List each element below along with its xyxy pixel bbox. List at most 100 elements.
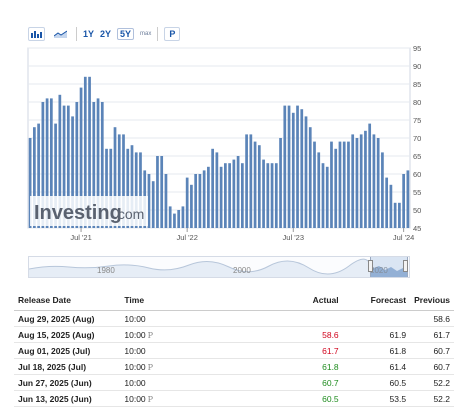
bar[interactable] — [262, 159, 265, 228]
bar[interactable] — [249, 134, 253, 228]
bar[interactable] — [100, 102, 104, 228]
navigator-right-handle[interactable] — [403, 260, 408, 272]
bar[interactable] — [168, 206, 172, 228]
bar[interactable] — [54, 123, 57, 228]
preliminary-toggle-button[interactable]: P — [164, 27, 181, 41]
bar[interactable] — [45, 98, 49, 229]
bar[interactable] — [376, 138, 380, 228]
bar[interactable] — [283, 105, 287, 228]
bar[interactable] — [296, 105, 299, 228]
bar[interactable] — [406, 170, 410, 228]
bar[interactable] — [313, 141, 316, 228]
bar[interactable] — [351, 134, 355, 228]
bar[interactable] — [245, 134, 248, 228]
bar[interactable] — [49, 98, 53, 229]
bar[interactable] — [402, 174, 405, 228]
bar[interactable] — [41, 102, 45, 228]
bar[interactable] — [347, 141, 350, 228]
bar[interactable] — [291, 112, 295, 228]
bar[interactable] — [33, 127, 36, 228]
bar[interactable] — [156, 156, 159, 228]
bar[interactable] — [181, 206, 185, 228]
bar[interactable] — [325, 166, 329, 228]
bar[interactable] — [364, 130, 367, 228]
bar[interactable] — [338, 141, 342, 228]
bar[interactable] — [58, 94, 62, 228]
bar[interactable] — [160, 156, 164, 228]
bar[interactable] — [66, 105, 70, 228]
bar[interactable] — [330, 141, 333, 228]
bar[interactable] — [355, 138, 359, 228]
bar[interactable] — [130, 145, 134, 228]
bar-chart-icon[interactable] — [28, 27, 45, 41]
bar[interactable] — [79, 87, 83, 228]
bar[interactable] — [113, 127, 117, 228]
bar[interactable] — [109, 148, 113, 228]
bar[interactable] — [185, 177, 189, 228]
area-chart-icon[interactable] — [51, 27, 70, 41]
bar[interactable] — [236, 156, 240, 228]
bar[interactable] — [139, 152, 142, 228]
bar[interactable] — [75, 102, 79, 228]
bar[interactable] — [198, 174, 202, 228]
previous-cell: 60.7 — [410, 358, 454, 375]
bar[interactable] — [88, 76, 91, 228]
bar[interactable] — [28, 138, 32, 228]
bar[interactable] — [300, 109, 304, 228]
bar[interactable] — [398, 202, 401, 228]
bar[interactable] — [37, 123, 40, 228]
bar[interactable] — [359, 134, 363, 228]
range-5y-button[interactable]: 5Y — [117, 28, 135, 40]
bar[interactable] — [207, 166, 210, 228]
bar[interactable] — [253, 141, 257, 228]
bar[interactable] — [381, 152, 384, 228]
bar[interactable] — [342, 141, 346, 228]
range-2y-button[interactable]: 2Y — [100, 29, 112, 39]
bar[interactable] — [219, 166, 223, 228]
chart-navigator[interactable]: 1980 2000 2020 — [28, 256, 410, 278]
bar[interactable] — [228, 163, 231, 228]
bar[interactable] — [211, 148, 214, 228]
bar[interactable] — [126, 148, 130, 228]
bar[interactable] — [279, 138, 282, 228]
bar[interactable] — [368, 123, 372, 228]
bar[interactable] — [385, 177, 389, 228]
bar[interactable] — [266, 163, 270, 228]
bar[interactable] — [190, 184, 193, 228]
bar[interactable] — [105, 148, 108, 228]
range-1y-button[interactable]: 1Y — [83, 29, 95, 39]
bar[interactable] — [62, 105, 66, 228]
bar[interactable] — [83, 76, 87, 228]
bar[interactable] — [270, 163, 274, 228]
bar[interactable] — [232, 159, 236, 228]
bar[interactable] — [147, 174, 151, 228]
bar[interactable] — [194, 174, 198, 228]
bar[interactable] — [321, 163, 325, 228]
bar[interactable] — [393, 202, 397, 228]
range-max-button[interactable]: max — [140, 31, 152, 37]
bar[interactable] — [274, 163, 278, 228]
bar[interactable] — [317, 152, 321, 228]
bar[interactable] — [224, 163, 227, 228]
bar[interactable] — [240, 163, 244, 228]
bar[interactable] — [173, 213, 176, 228]
bar[interactable] — [71, 116, 74, 228]
bar[interactable] — [257, 145, 261, 228]
bar[interactable] — [177, 210, 181, 228]
bar[interactable] — [304, 116, 308, 228]
bar[interactable] — [308, 127, 312, 228]
bar[interactable] — [389, 184, 393, 228]
bar[interactable] — [151, 181, 155, 228]
bar[interactable] — [202, 170, 206, 228]
bar[interactable] — [372, 134, 376, 228]
bar[interactable] — [96, 98, 100, 229]
navigator-left-handle[interactable] — [368, 260, 373, 272]
bar[interactable] — [215, 152, 219, 228]
bar[interactable] — [164, 174, 168, 228]
bar[interactable] — [117, 134, 121, 228]
bar[interactable] — [287, 105, 291, 228]
bar[interactable] — [122, 134, 125, 228]
bar[interactable] — [92, 102, 96, 228]
bar[interactable] — [334, 148, 338, 228]
bar[interactable] — [134, 152, 138, 228]
